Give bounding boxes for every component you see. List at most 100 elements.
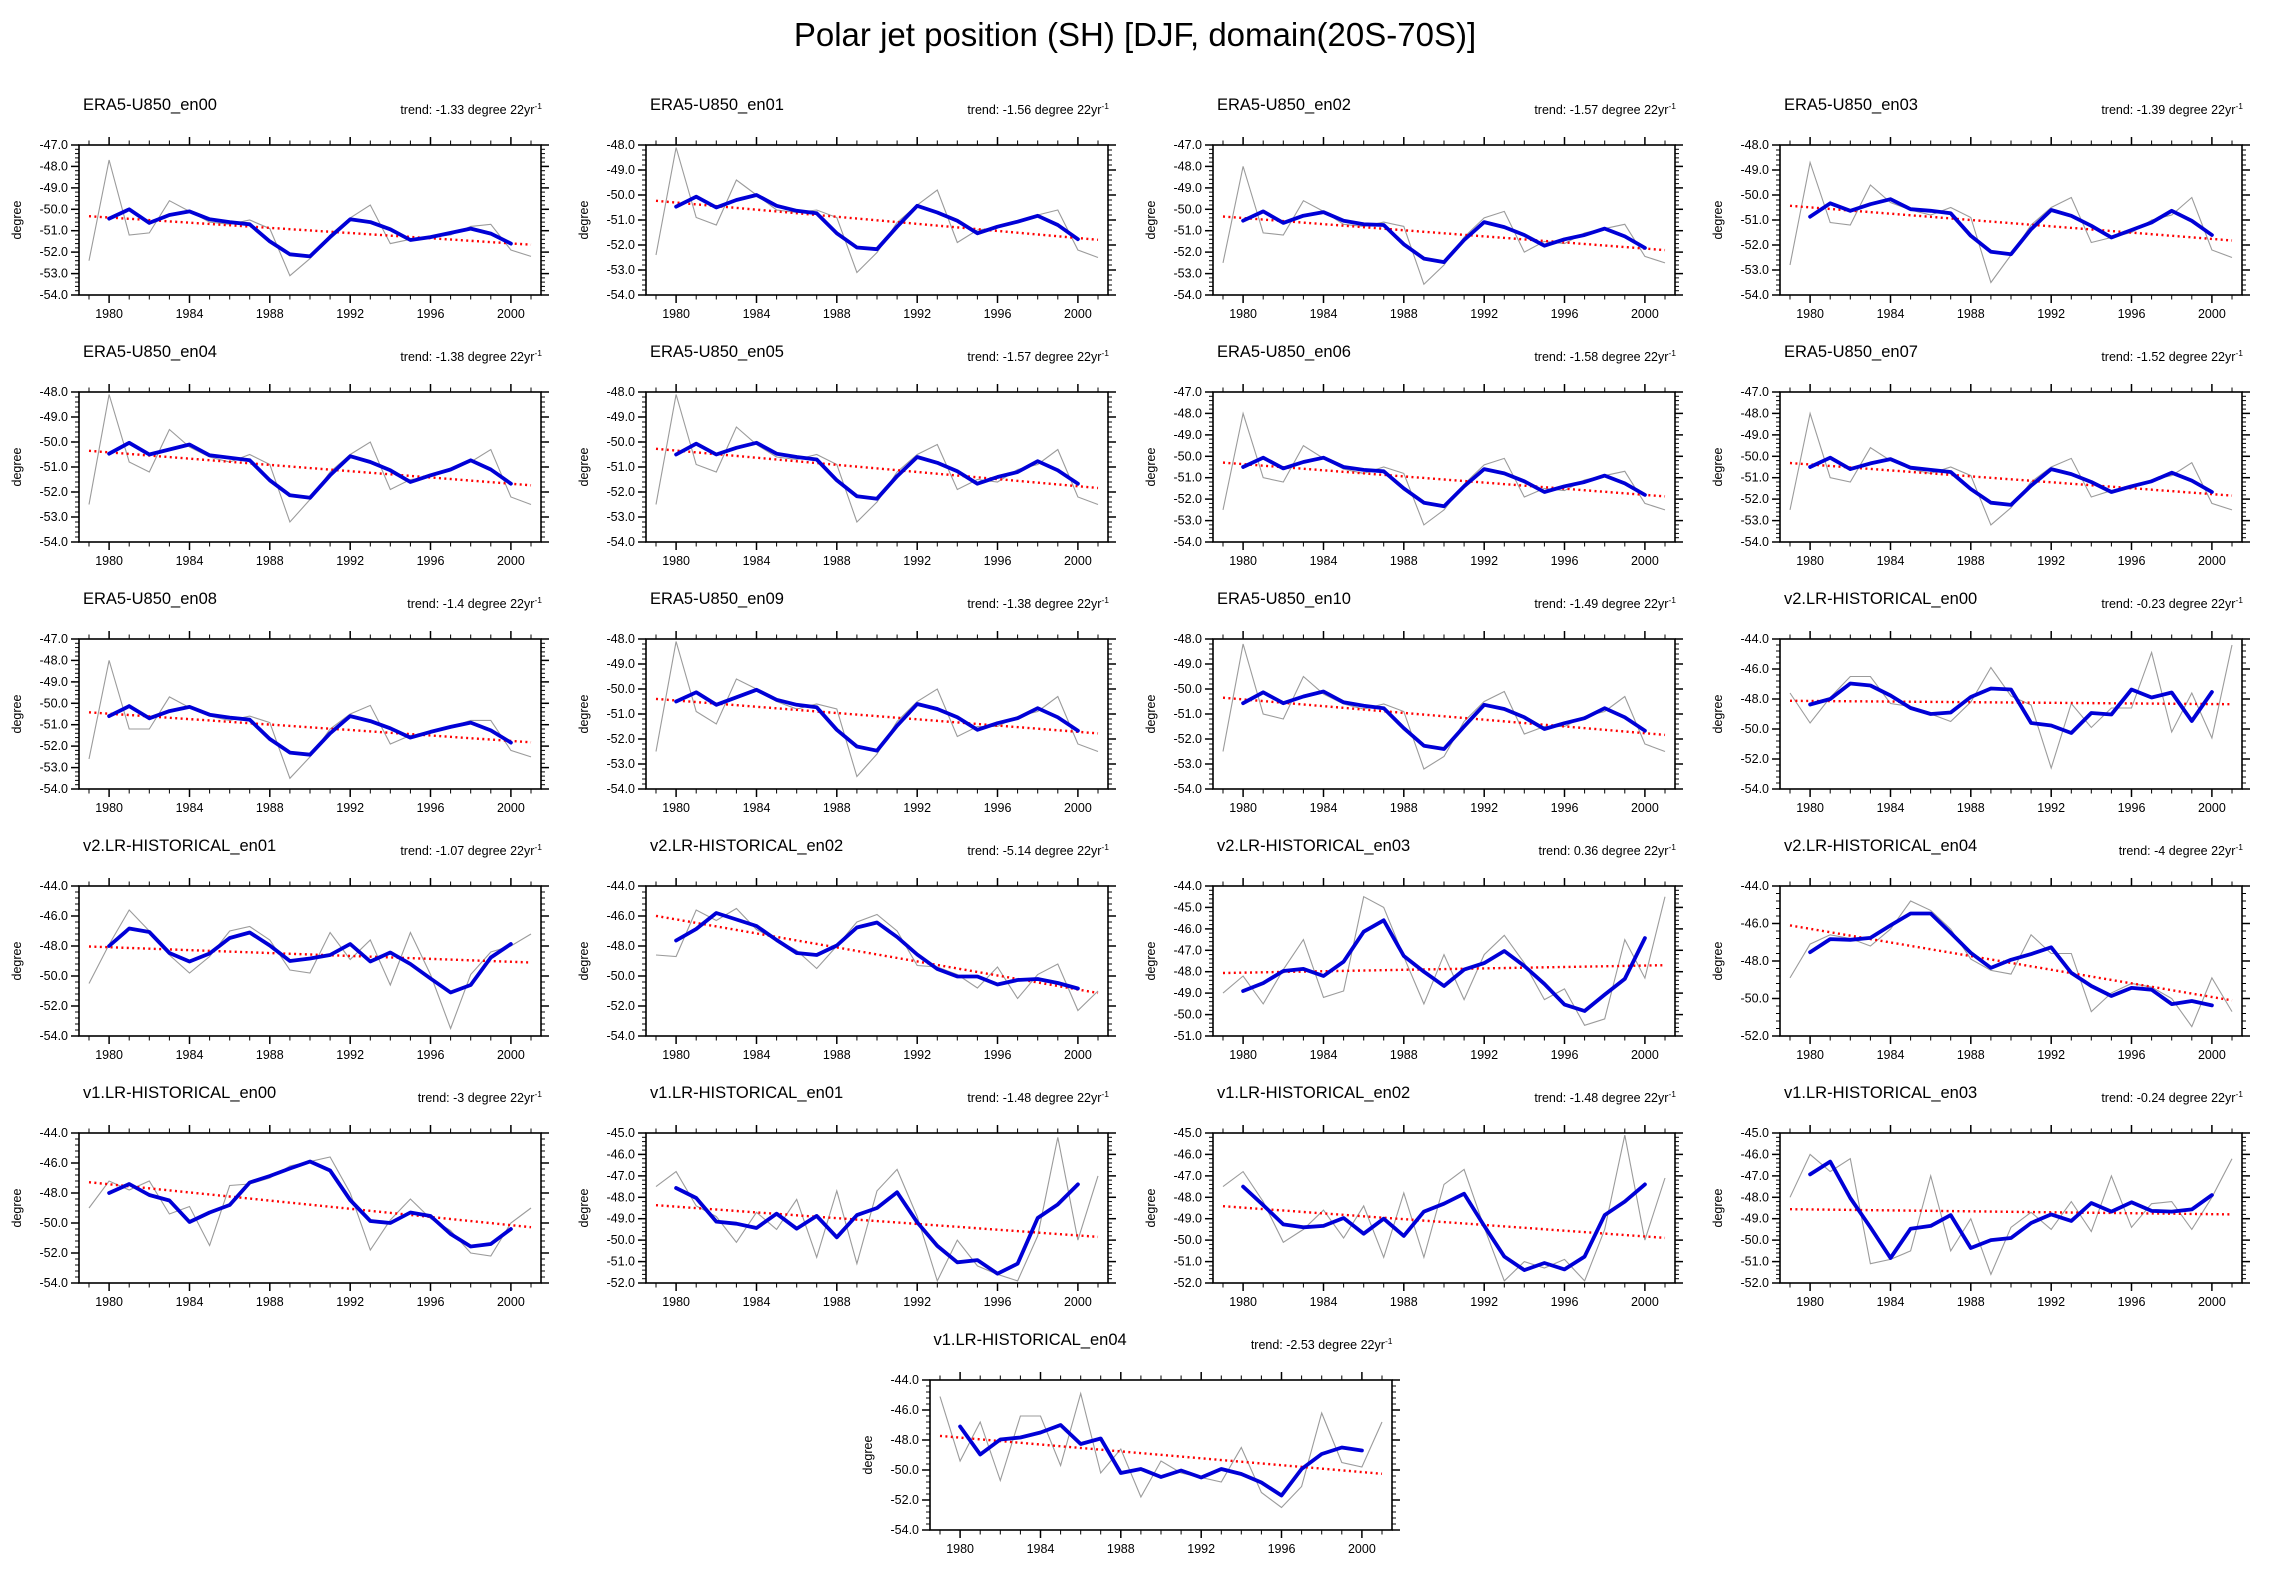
svg-text:-50.0: -50.0 bbox=[1741, 1233, 1770, 1247]
svg-text:2000: 2000 bbox=[497, 554, 525, 568]
x-tick-labels: 1980 1984 1988 1992 1996 2000 bbox=[1796, 307, 2226, 321]
svg-text:-49.0: -49.0 bbox=[607, 410, 636, 424]
svg-text:1988: 1988 bbox=[1957, 307, 1985, 321]
svg-text:1992: 1992 bbox=[1470, 1295, 1498, 1309]
x-tick-labels: 1980 1984 1988 1992 1996 2000 bbox=[95, 1295, 525, 1309]
svg-text:1980: 1980 bbox=[1796, 1295, 1824, 1309]
svg-text:-48.0: -48.0 bbox=[1741, 406, 1770, 420]
svg-text:-54.0: -54.0 bbox=[40, 1276, 69, 1290]
panel-era5-u850-en09: ERA5-U850_en09 trend: -1.38 degree 22yr-1… bbox=[568, 582, 1135, 829]
svg-text:1992: 1992 bbox=[2037, 801, 2065, 815]
svg-text:-54.0: -54.0 bbox=[607, 288, 636, 302]
panel-era5-u850-en03: ERA5-U850_en03 trend: -1.39 degree 22yr-1… bbox=[1702, 88, 2269, 335]
smoothed-series-line bbox=[1808, 681, 2214, 735]
svg-text:-50.0: -50.0 bbox=[1174, 1233, 1203, 1247]
plot-frame bbox=[1779, 1132, 2243, 1284]
svg-text:1992: 1992 bbox=[336, 1295, 364, 1309]
svg-text:-53.0: -53.0 bbox=[40, 761, 69, 775]
svg-text:-51.0: -51.0 bbox=[1174, 471, 1203, 485]
svg-text:1984: 1984 bbox=[1877, 307, 1905, 321]
svg-text:-49.0: -49.0 bbox=[40, 181, 69, 195]
svg-text:1996: 1996 bbox=[984, 554, 1012, 568]
plot-frame bbox=[645, 638, 1109, 790]
panel-era5-u850-en06: ERA5-U850_en06 trend: -1.58 degree 22yr-1… bbox=[1135, 335, 1702, 582]
plot-area: 1980 1984 1988 1992 1996 2000-54.0-53.0-52.0-… bbox=[10, 631, 549, 815]
svg-text:-47.0: -47.0 bbox=[40, 138, 69, 152]
svg-text:-52.0: -52.0 bbox=[1174, 732, 1203, 746]
trend-text: trend: -1.52 degree 22yr bbox=[2101, 350, 2236, 365]
series-group bbox=[1222, 643, 1666, 770]
trend-line bbox=[655, 199, 1099, 241]
svg-text:-52.0: -52.0 bbox=[1741, 1029, 1770, 1043]
svg-text:2000: 2000 bbox=[1631, 1295, 1659, 1309]
trend-line bbox=[655, 1204, 1099, 1239]
svg-text:-53.0: -53.0 bbox=[607, 757, 636, 771]
plot-frame bbox=[928, 1379, 1393, 1531]
series-group bbox=[655, 641, 1099, 778]
smoothed-series-line bbox=[1241, 1182, 1647, 1273]
svg-text:2000: 2000 bbox=[1064, 307, 1092, 321]
svg-text:-49.0: -49.0 bbox=[1174, 181, 1203, 195]
series-group bbox=[88, 159, 532, 277]
trend-annotation: trend: -4 degree 22yr-1 bbox=[2119, 842, 2243, 858]
x-tick-labels: 1980 1984 1988 1992 1996 2000 bbox=[946, 1542, 1376, 1556]
panel-title: v2.LR-HISTORICAL_en02 bbox=[650, 837, 844, 855]
svg-text:-51.0: -51.0 bbox=[1174, 1255, 1203, 1269]
svg-text:-52.0: -52.0 bbox=[1741, 492, 1770, 506]
svg-text:-44.0: -44.0 bbox=[40, 879, 69, 893]
svg-text:1984: 1984 bbox=[176, 554, 204, 568]
page-title: Polar jet position (SH) [DJF, domain(20S… bbox=[793, 16, 1477, 53]
svg-text:1980: 1980 bbox=[1796, 801, 1824, 815]
svg-text:-47.0: -47.0 bbox=[1174, 138, 1203, 152]
svg-text:1996: 1996 bbox=[1267, 1542, 1295, 1556]
y-axis-label: degree bbox=[10, 200, 24, 239]
panel-v2-lr-historical-en04: v2.LR-HISTORICAL_en04 trend: -4 degree 22… bbox=[1702, 829, 2269, 1076]
plot-area: 1980 1984 1988 1992 1996 2000-54.0-52.0-50.0-… bbox=[577, 878, 1116, 1062]
plot-frame bbox=[1212, 885, 1676, 1037]
y-axis-label: degree bbox=[577, 447, 591, 486]
axis-ticks bbox=[1772, 1125, 2250, 1291]
svg-text:-46.0: -46.0 bbox=[1174, 922, 1203, 936]
trend-line bbox=[1222, 696, 1666, 737]
plot-frame bbox=[1779, 638, 2243, 790]
trend-annotation: trend: -0.24 degree 22yr-1 bbox=[2101, 1089, 2243, 1105]
smoothed-series-line bbox=[957, 1423, 1364, 1498]
trend-text: trend: -0.24 degree 22yr bbox=[2101, 1091, 2236, 1106]
series-group bbox=[1789, 160, 2233, 284]
panel-title: ERA5-U850_en07 bbox=[1784, 343, 1918, 361]
trend-exponent: -1 bbox=[2235, 101, 2243, 111]
smoothed-series-line bbox=[1808, 1159, 2214, 1260]
panel-title: ERA5-U850_en08 bbox=[83, 590, 217, 608]
trend-exponent: -1 bbox=[534, 101, 542, 111]
svg-text:-52.0: -52.0 bbox=[607, 999, 636, 1013]
svg-text:-54.0: -54.0 bbox=[607, 1029, 636, 1043]
svg-text:1980: 1980 bbox=[662, 801, 690, 815]
raw-series-line bbox=[1222, 895, 1666, 1026]
raw-series-line bbox=[655, 147, 1099, 274]
svg-text:-50.0: -50.0 bbox=[1741, 449, 1770, 463]
panel-title: ERA5-U850_en04 bbox=[83, 343, 217, 361]
panel-row: v2.LR-HISTORICAL_en01 trend: -1.07 degree… bbox=[1, 829, 2269, 1076]
svg-text:1984: 1984 bbox=[1877, 554, 1905, 568]
trend-annotation: trend: -1.49 degree 22yr-1 bbox=[1534, 595, 1676, 611]
series-group bbox=[655, 394, 1099, 524]
svg-text:-53.0: -53.0 bbox=[1741, 263, 1770, 277]
axis-ticks bbox=[638, 631, 1116, 797]
trend-line bbox=[88, 449, 532, 487]
y-tick-labels: -52.0 -50.0 -48.0 -46.0 -44.0 bbox=[1741, 879, 1770, 1043]
svg-text:-48.0: -48.0 bbox=[1741, 138, 1770, 152]
plot-frame bbox=[1212, 638, 1676, 790]
trend-line bbox=[88, 215, 532, 246]
svg-text:-47.0: -47.0 bbox=[1741, 385, 1770, 399]
trend-annotation: trend: -1.57 degree 22yr-1 bbox=[967, 348, 1109, 364]
plot-area: 1980 1984 1988 1992 1996 2000-54.0-52.0-50.0-… bbox=[10, 1125, 549, 1309]
svg-text:1996: 1996 bbox=[1551, 554, 1579, 568]
panel-title: ERA5-U850_en09 bbox=[650, 590, 784, 608]
plot-area: 1980 1984 1988 1992 1996 2000-54.0-52.0-50.0-… bbox=[861, 1372, 1400, 1556]
svg-text:1988: 1988 bbox=[1957, 1048, 1985, 1062]
trend-annotation: trend: -3 degree 22yr-1 bbox=[418, 1089, 542, 1105]
svg-text:1980: 1980 bbox=[662, 554, 690, 568]
trend-exponent: -1 bbox=[534, 1089, 542, 1099]
svg-text:1980: 1980 bbox=[95, 1295, 123, 1309]
svg-text:-50.0: -50.0 bbox=[40, 202, 69, 216]
